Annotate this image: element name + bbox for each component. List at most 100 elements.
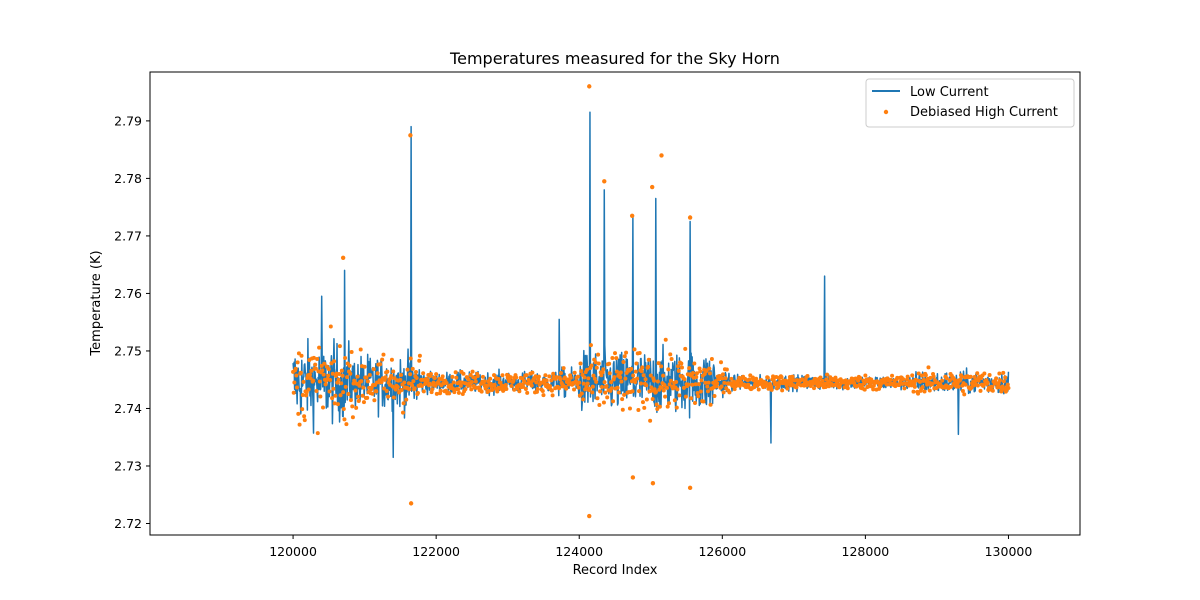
scatter-point	[818, 375, 823, 380]
legend-label-low-current: Low Current	[910, 85, 989, 100]
scatter-point	[581, 381, 586, 386]
scatter-point	[918, 379, 923, 384]
x-tick-label: 126000	[698, 544, 746, 559]
scatter-point	[386, 394, 391, 399]
scatter-point	[661, 373, 666, 378]
scatter-point	[317, 379, 322, 384]
scatter-point	[382, 386, 387, 391]
scatter-point	[723, 376, 728, 381]
scatter-point	[963, 382, 968, 387]
scatter-point	[581, 397, 586, 402]
scatter-point	[333, 393, 338, 398]
scatter-point	[509, 384, 514, 389]
scatter-point	[413, 370, 418, 375]
scatter-point	[661, 388, 666, 393]
scatter-point	[547, 384, 552, 389]
scatter-point	[417, 358, 422, 363]
scatter-point	[602, 380, 607, 385]
scatter-point	[646, 357, 651, 362]
scatter-point	[703, 380, 708, 385]
scatter-point	[631, 373, 636, 378]
y-axis-label: Temperature (K)	[89, 250, 104, 356]
scatter-point	[309, 368, 314, 373]
scatter-point	[511, 378, 516, 383]
scatter-point	[358, 347, 363, 352]
scatter-point	[667, 382, 672, 387]
scatter-point	[322, 361, 327, 366]
scatter-point	[615, 385, 620, 390]
y-tick-label: 2.75	[114, 343, 142, 358]
scatter-point	[541, 393, 546, 398]
scatter-point	[659, 385, 664, 390]
scatter-point	[349, 349, 354, 354]
scatter-point	[536, 377, 541, 382]
scatter-point	[1006, 385, 1011, 390]
scatter-point	[550, 393, 555, 398]
scatter-point	[987, 373, 992, 378]
scatter-point	[665, 385, 670, 390]
scatter-peak-point	[587, 513, 592, 519]
scatter-point	[687, 366, 692, 371]
scatter-point	[609, 380, 614, 385]
scatter-point	[384, 389, 389, 394]
scatter-point	[375, 371, 380, 376]
scatter-point	[597, 403, 602, 408]
scatter-point	[756, 387, 761, 392]
y-tick-label: 2.77	[114, 228, 142, 243]
scatter-point	[1001, 379, 1006, 384]
scatter-point	[572, 387, 577, 392]
scatter-point	[296, 351, 301, 356]
scatter-point	[698, 389, 703, 394]
scatter-point	[722, 380, 727, 385]
scatter-point	[549, 378, 554, 383]
scatter-point	[517, 389, 522, 394]
scatter-point	[365, 379, 370, 384]
scatter-point	[596, 361, 601, 366]
scatter-point	[419, 384, 424, 389]
scatter-point	[676, 364, 681, 369]
scatter-point	[332, 401, 337, 406]
scatter-point	[897, 383, 902, 388]
scatter-point	[588, 343, 593, 348]
scatter-peak-point	[408, 133, 413, 138]
scatter-point	[558, 377, 563, 382]
scatter-point	[356, 394, 361, 399]
scatter-point	[479, 389, 484, 394]
scatter-point	[665, 404, 670, 409]
scatter-point	[715, 381, 720, 386]
scatter-point	[348, 371, 353, 376]
scatter-point	[912, 384, 917, 389]
scatter-point	[417, 353, 422, 358]
scatter-point	[706, 389, 710, 394]
scatter-point	[610, 355, 615, 360]
scatter-point	[826, 384, 831, 389]
scatter-point	[414, 376, 419, 381]
scatter-point	[302, 414, 307, 419]
scatter-point	[317, 345, 322, 350]
scatter-point	[564, 386, 569, 391]
scatter-point	[338, 393, 343, 398]
scatter-point	[308, 376, 313, 381]
scatter-point	[523, 386, 528, 391]
x-tick-label: 120000	[269, 544, 317, 559]
scatter-point	[769, 384, 774, 389]
scatter-point	[341, 390, 346, 395]
scatter-point	[825, 372, 830, 377]
scatter-point	[639, 369, 644, 374]
scatter-point	[931, 374, 936, 379]
scatter-point	[575, 374, 580, 379]
scatter-point	[364, 375, 369, 380]
scatter-point	[619, 379, 624, 384]
scatter-point	[666, 401, 671, 406]
scatter-point	[609, 386, 614, 391]
scatter-point	[431, 380, 436, 385]
scatter-point	[451, 380, 456, 385]
chart-title: Temperatures measured for the Sky Horn	[449, 49, 780, 68]
scatter-point	[395, 384, 400, 389]
scatter-point	[469, 387, 474, 392]
scatter-point	[577, 380, 582, 385]
scatter-point	[616, 390, 621, 395]
scatter-point	[712, 394, 717, 399]
scatter-point	[367, 373, 372, 378]
scatter-point	[379, 380, 384, 385]
